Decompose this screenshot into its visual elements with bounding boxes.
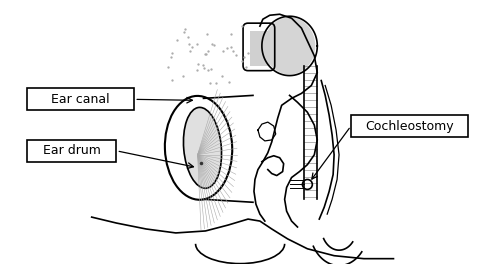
Bar — [28, 140, 117, 162]
Bar — [351, 115, 468, 137]
Ellipse shape — [264, 17, 316, 75]
Text: Ear drum: Ear drum — [43, 144, 101, 157]
Text: Cochleostomy: Cochleostomy — [365, 120, 454, 132]
Bar — [250, 31, 270, 66]
Bar — [28, 89, 134, 110]
Ellipse shape — [184, 107, 222, 188]
Text: Ear canal: Ear canal — [52, 93, 110, 106]
